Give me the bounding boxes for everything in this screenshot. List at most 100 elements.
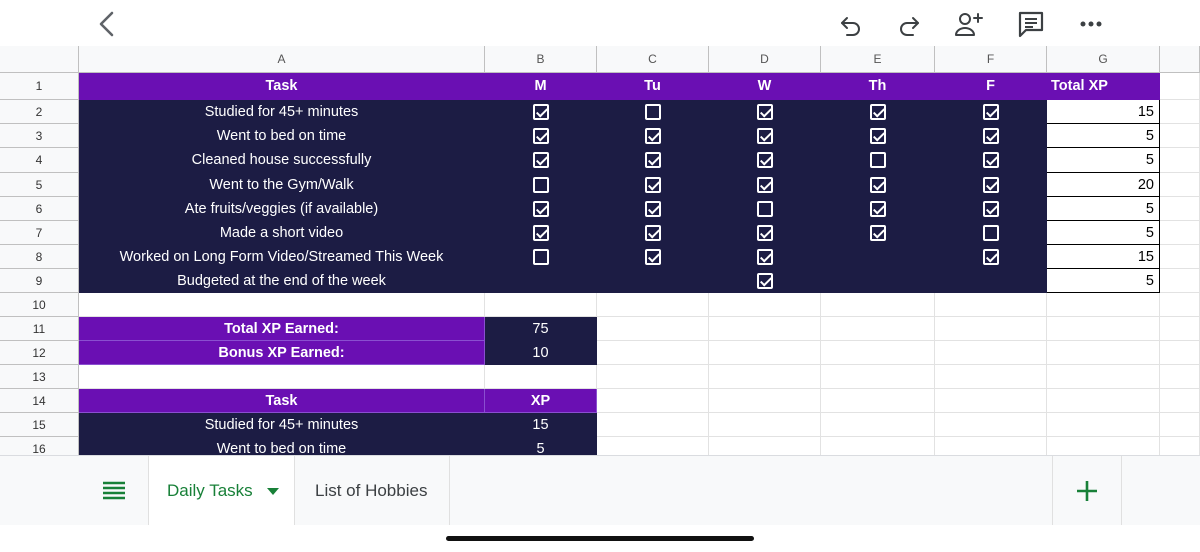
task-name[interactable]: Studied for 45+ minutes [79,100,485,124]
day-cell[interactable] [597,173,709,197]
grid-cell[interactable] [1160,173,1200,197]
day-cell[interactable] [485,100,597,124]
grid-cell[interactable] [709,413,821,437]
day-cell[interactable] [821,269,935,293]
grid-cell[interactable] [597,413,709,437]
checkbox-checked[interactable] [644,200,661,217]
checkbox-checked[interactable] [532,152,549,168]
day-cell[interactable] [709,221,821,245]
checkbox-checked[interactable] [982,152,999,168]
row-header-12[interactable]: 12 [0,341,79,365]
column-header-e[interactable]: E [821,46,935,73]
grid-cell[interactable] [597,317,709,341]
grid-cell[interactable] [597,341,709,365]
grid-cell[interactable] [935,317,1047,341]
reference-task[interactable]: Studied for 45+ minutes [79,413,485,437]
checkbox-checked[interactable] [982,127,999,144]
header-day-th[interactable]: Th [821,73,935,100]
checkbox-checked[interactable] [756,176,773,193]
checkbox-checked[interactable] [982,200,999,217]
checkbox-checked[interactable] [982,176,999,193]
grid-cell[interactable] [1160,341,1200,365]
row-header-2[interactable]: 2 [0,100,79,124]
row-header-11[interactable]: 11 [0,317,79,341]
checkbox-checked[interactable] [869,224,886,241]
grid-cell[interactable] [935,341,1047,365]
day-cell[interactable] [935,221,1047,245]
task-name[interactable]: Went to the Gym/Walk [79,173,485,197]
grid-cell[interactable] [1160,437,1200,455]
checkbox-checked[interactable] [756,127,773,144]
reference-header-task[interactable]: Task [79,389,485,413]
day-cell[interactable] [485,124,597,148]
checkbox-unchecked[interactable] [532,248,549,265]
checkbox-unchecked[interactable] [869,152,886,168]
day-cell[interactable] [821,221,935,245]
checkbox-checked[interactable] [532,200,549,217]
row-header-13[interactable]: 13 [0,365,79,389]
summary-label[interactable]: Bonus XP Earned: [79,341,485,365]
grid-cell[interactable] [709,437,821,455]
grid-cell[interactable] [1160,389,1200,413]
grid-cell[interactable] [709,317,821,341]
checkbox-checked[interactable] [644,176,661,193]
day-cell[interactable] [821,124,935,148]
grid-cell[interactable] [935,437,1047,455]
checkbox-checked[interactable] [532,224,549,241]
checkbox-checked[interactable] [869,176,886,193]
day-cell[interactable] [935,173,1047,197]
grid-cell[interactable] [1160,221,1200,245]
grid-cell[interactable] [597,389,709,413]
day-cell[interactable] [485,173,597,197]
grid-cell[interactable] [1160,245,1200,269]
back-arrow-icon[interactable] [89,7,125,41]
grid-cell[interactable] [1160,73,1200,100]
summary-value[interactable]: 75 [485,317,597,341]
grid-cell[interactable] [821,437,935,455]
grid-cell[interactable] [821,341,935,365]
day-cell[interactable] [597,100,709,124]
row-header-14[interactable]: 14 [0,389,79,413]
grid-cell[interactable] [1047,365,1160,389]
checkbox-checked[interactable] [756,272,773,289]
reference-task[interactable]: Went to bed on time [79,437,485,455]
home-indicator[interactable] [446,536,754,541]
row-header-4[interactable]: 4 [0,148,79,173]
checkbox-unchecked[interactable] [644,103,661,120]
grid-cell[interactable] [821,293,935,317]
row-header-1[interactable]: 1 [0,73,79,100]
grid-cell[interactable] [1160,269,1200,293]
column-header-b[interactable]: B [485,46,597,73]
day-cell[interactable] [709,269,821,293]
grid-cell[interactable] [1047,389,1160,413]
day-cell[interactable] [485,197,597,221]
more-icon[interactable] [1073,7,1109,41]
reference-xp[interactable]: 5 [485,437,597,455]
total-xp-cell[interactable]: 5 [1047,148,1160,173]
day-cell[interactable] [597,124,709,148]
task-name[interactable]: Went to bed on time [79,124,485,148]
day-cell[interactable] [709,148,821,173]
day-cell[interactable] [935,197,1047,221]
grid-cell[interactable] [709,389,821,413]
total-xp-cell[interactable]: 5 [1047,221,1160,245]
day-cell[interactable] [597,221,709,245]
grid-cell[interactable] [485,293,597,317]
grid-cell[interactable] [1047,341,1160,365]
tab-list-of-hobbies[interactable]: List of Hobbies [295,456,450,526]
checkbox-unchecked[interactable] [532,176,549,193]
checkbox-checked[interactable] [644,248,661,265]
tab-daily-tasks[interactable]: Daily Tasks [149,456,295,526]
add-person-icon[interactable] [951,7,987,41]
checkbox-checked[interactable] [644,152,661,168]
add-sheet-button[interactable] [1052,456,1122,526]
grid-cell[interactable] [1160,148,1200,173]
checkbox-checked[interactable] [532,127,549,144]
all-sheets-menu-icon[interactable] [79,456,149,526]
day-cell[interactable] [709,197,821,221]
checkbox-checked[interactable] [644,127,661,144]
day-cell[interactable] [935,100,1047,124]
checkbox-checked[interactable] [756,152,773,168]
column-header-f[interactable]: F [935,46,1047,73]
day-cell[interactable] [935,245,1047,269]
